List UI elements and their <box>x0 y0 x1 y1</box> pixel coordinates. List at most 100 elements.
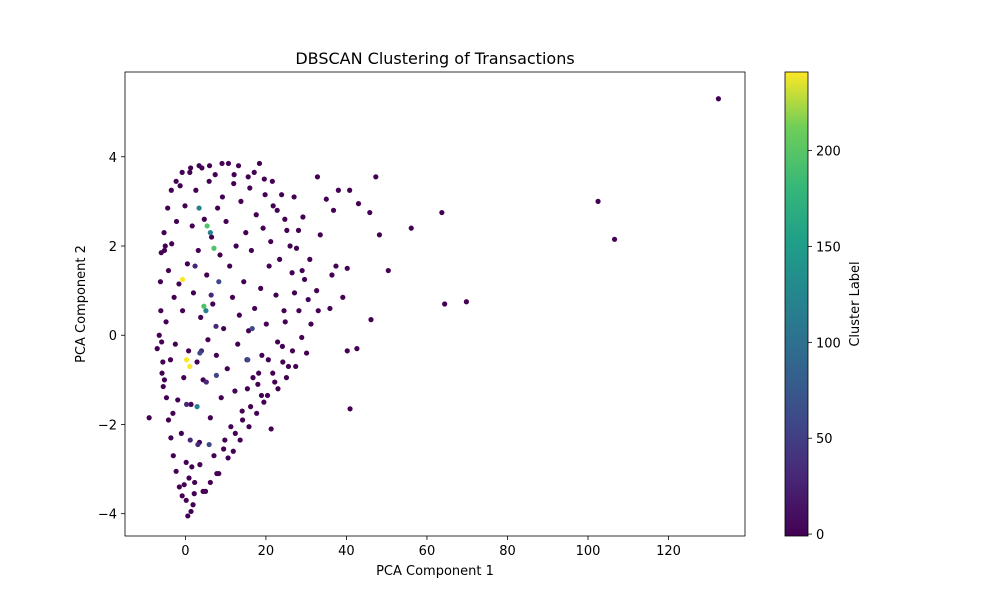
scatter-point <box>206 178 212 184</box>
x-tick-label: 0 <box>181 544 189 559</box>
scatter-point <box>146 415 152 421</box>
scatter-point <box>154 346 160 352</box>
scatter-point <box>463 299 470 305</box>
scatter-point <box>222 437 228 443</box>
scatter-point <box>315 308 321 314</box>
scatter-point <box>194 404 200 410</box>
scatter-point <box>196 205 202 211</box>
scatter-point <box>188 508 194 515</box>
scatter-point <box>201 216 207 222</box>
scatter-point <box>225 160 232 167</box>
scatter-point <box>163 395 170 401</box>
scatter-point <box>205 337 211 343</box>
scatter-point <box>214 470 220 477</box>
scatter-point <box>245 174 251 180</box>
scatter-point <box>197 462 203 468</box>
y-tick-label: 2 <box>109 240 117 255</box>
scatter-point <box>235 163 242 169</box>
scatter-point <box>335 187 341 193</box>
scatter-point <box>264 392 271 399</box>
scatter-point <box>161 377 168 383</box>
scatter-point <box>184 261 191 267</box>
scatter-point <box>595 198 601 204</box>
scatter-point <box>162 243 168 249</box>
scatter-point <box>169 241 175 247</box>
scatter-point <box>219 160 225 167</box>
scatter-point <box>206 441 212 448</box>
scatter-point <box>213 372 219 378</box>
scatter-point <box>254 410 260 416</box>
scatter-point <box>261 176 267 182</box>
scatter-point <box>230 448 236 454</box>
scatter-point <box>176 281 182 287</box>
scatter-point <box>308 321 314 327</box>
scatter-point <box>305 296 311 303</box>
scatter-point <box>408 225 414 231</box>
scatter-point <box>170 410 176 416</box>
scatter-point <box>273 292 279 298</box>
scatter-point <box>270 370 276 376</box>
scatter-point <box>224 366 230 372</box>
scatter-point <box>214 205 221 211</box>
scatter-point <box>187 169 193 175</box>
x-tick-label: 120 <box>656 544 681 559</box>
scatter-point <box>181 375 187 381</box>
scatter-point <box>291 290 298 296</box>
scatter-point <box>177 183 183 189</box>
x-tick-label: 40 <box>338 544 355 559</box>
scatter-point <box>249 325 255 332</box>
scatter-point <box>282 216 288 222</box>
y-tick-label: −2 <box>98 418 117 433</box>
colorbar-tick-label: 150 <box>816 240 841 255</box>
x-tick-label: 20 <box>258 544 275 559</box>
scatter-point <box>173 218 180 225</box>
scatter-point <box>188 401 194 407</box>
scatter-point <box>194 359 200 365</box>
scatter-point <box>261 399 267 405</box>
scatter-point <box>266 263 272 269</box>
y-axis: −4 −2 0 2 4 <box>98 151 125 523</box>
colorbar-tick-label: 100 <box>816 336 841 351</box>
scatter-point <box>173 178 179 184</box>
colorbar-axis: 0 50 100 150 200 <box>808 145 841 543</box>
scatter-point <box>219 194 226 200</box>
scatter-point <box>715 96 722 102</box>
scatter-point <box>213 323 219 329</box>
scatter-point <box>197 350 203 356</box>
scatter-point <box>274 339 281 345</box>
scatter-point <box>301 276 308 283</box>
scatter-point <box>188 165 194 171</box>
scatter-point <box>160 359 166 365</box>
scatter-point <box>245 357 251 363</box>
scatter-point <box>299 334 305 341</box>
scatter-point <box>181 482 187 488</box>
scatter-point <box>192 479 198 486</box>
scatter-point <box>183 357 190 363</box>
scatter-point <box>330 207 337 213</box>
scatter-point <box>183 497 189 503</box>
colorbar-tick-label: 200 <box>816 145 841 160</box>
scatter-point <box>293 363 299 370</box>
scatter-point <box>236 312 242 318</box>
scatter-point <box>303 350 310 356</box>
scatter-point <box>237 437 243 443</box>
scatter-point <box>189 223 195 229</box>
scatter-point <box>314 174 321 180</box>
scatter-point <box>252 305 258 312</box>
scatter-point <box>203 308 209 314</box>
scatter-point <box>179 493 185 499</box>
scatter-point <box>200 488 206 494</box>
scatter-point <box>385 267 391 274</box>
scatter-point <box>291 194 297 200</box>
scatter-point <box>255 381 261 387</box>
scatter-point <box>276 256 283 262</box>
scatter-point <box>344 348 350 354</box>
colorbar-tick-label: 50 <box>816 432 833 447</box>
scatter-point <box>187 437 193 443</box>
scatter-point <box>165 205 171 211</box>
scatter-point <box>203 379 209 385</box>
scatter-point <box>186 475 192 481</box>
colorbar-label: Cluster Label <box>848 261 863 346</box>
colorbar <box>784 71 809 537</box>
scatter-point <box>165 417 172 423</box>
